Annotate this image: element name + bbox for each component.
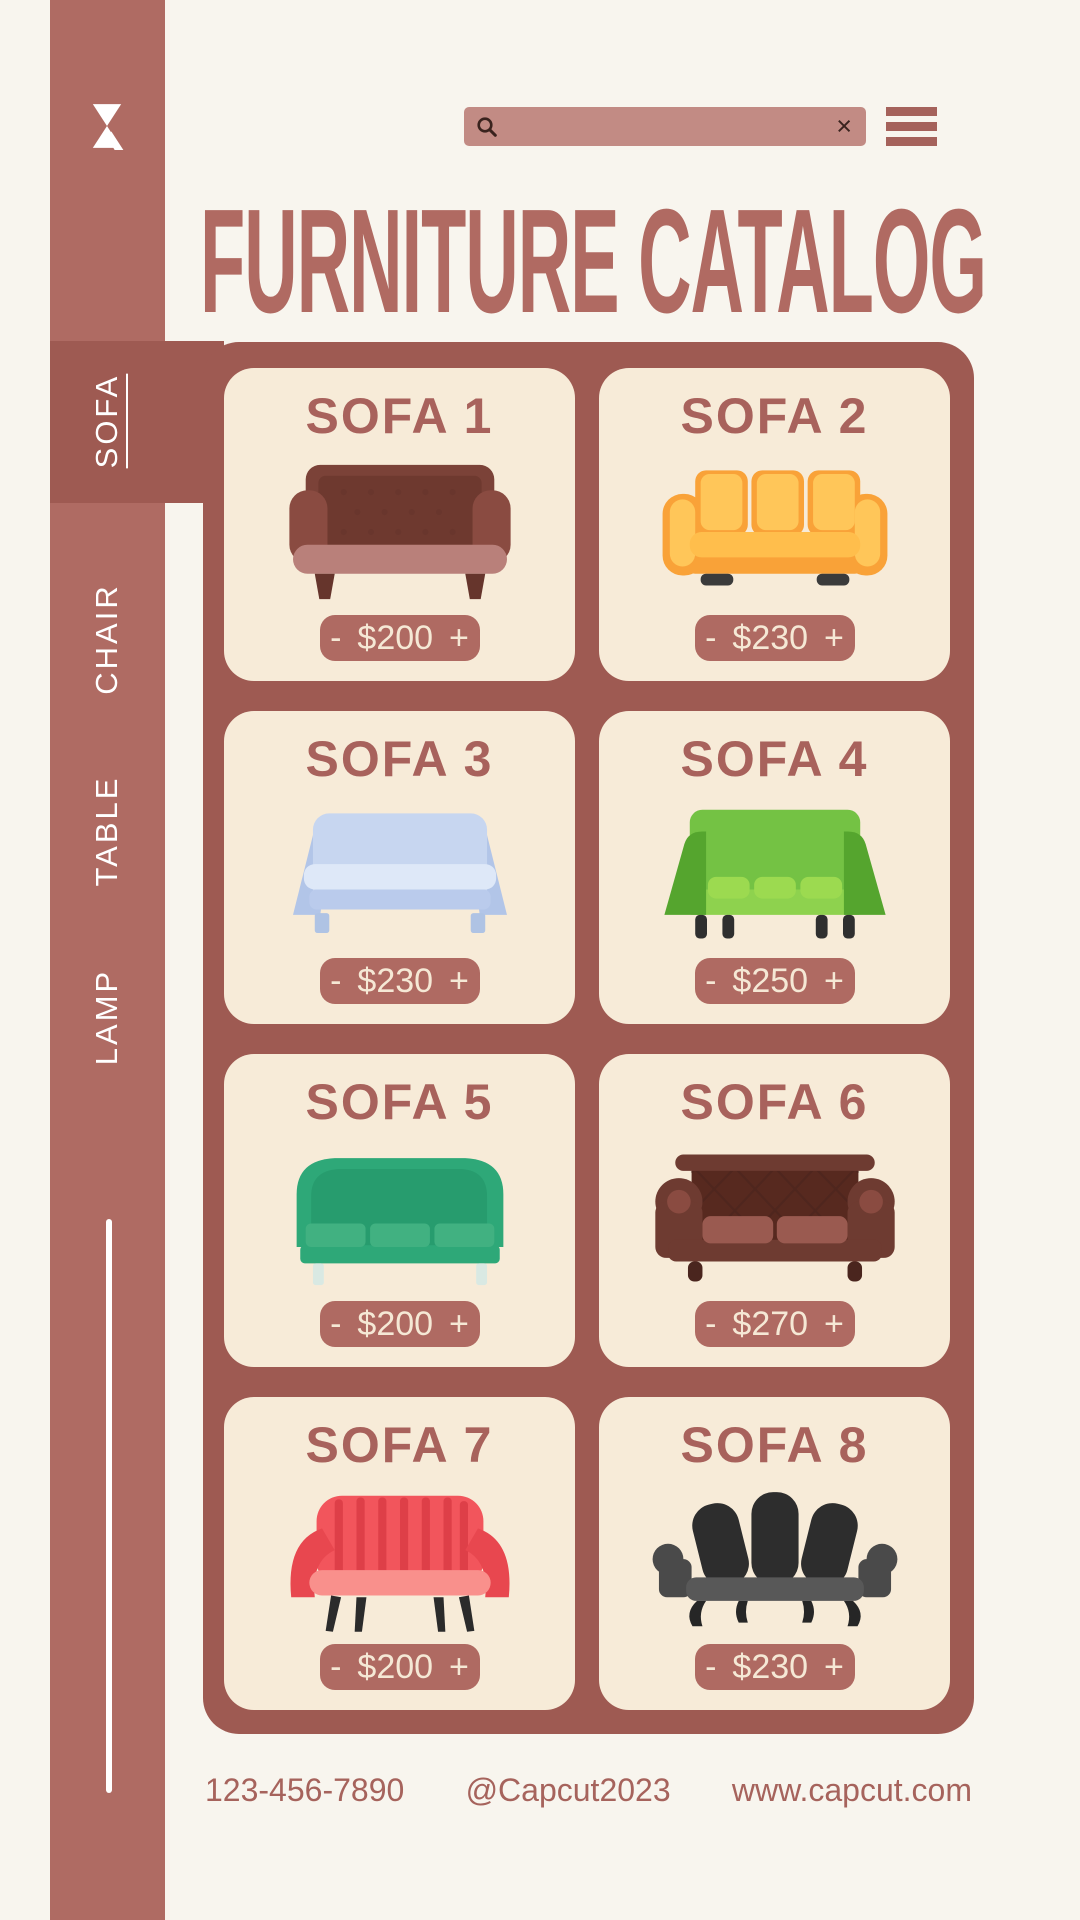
price-stepper[interactable]: - $230 + — [319, 958, 480, 1004]
sofa-6-illustration — [639, 1138, 911, 1298]
sidebar-item-table[interactable]: TABLE — [85, 731, 129, 931]
price-value: $270 — [732, 1304, 809, 1343]
product-card-sofa-3[interactable]: SOFA 3 - $230 + — [224, 711, 575, 1024]
price-value: $250 — [732, 961, 809, 1000]
sofa-8-illustration — [639, 1481, 911, 1641]
decrease-price-button[interactable]: - — [705, 1304, 717, 1343]
decrease-price-button[interactable]: - — [705, 1647, 717, 1686]
product-title: SOFA 6 — [680, 1074, 869, 1130]
page-title: FURNITURE CATALOG — [200, 178, 987, 344]
product-card-sofa-6[interactable]: SOFA 6 — [599, 1054, 950, 1367]
product-title: SOFA 1 — [305, 388, 494, 444]
product-title: SOFA 5 — [305, 1074, 494, 1130]
sidebar-divider-line — [106, 1219, 112, 1793]
product-title: SOFA 3 — [305, 731, 494, 787]
search-clear-icon[interactable]: × — [836, 111, 852, 141]
catalog-panel: SOFA 1 - $200 + — [203, 342, 974, 1734]
sofa-7-illustration — [264, 1481, 536, 1641]
price-value: $230 — [732, 618, 809, 657]
decrease-price-button[interactable]: - — [330, 1304, 342, 1343]
product-card-sofa-1[interactable]: SOFA 1 - $200 + — [224, 368, 575, 681]
sofa-1-illustration — [264, 452, 536, 612]
hamburger-bar — [886, 137, 937, 146]
price-stepper[interactable]: - $250 + — [694, 958, 855, 1004]
sidebar-item-chair-label: CHAIR — [89, 583, 124, 695]
product-card-sofa-8[interactable]: SOFA 8 — [599, 1397, 950, 1710]
product-card-sofa-2[interactable]: SOFA 2 - $230 — [599, 368, 950, 681]
sidebar-item-chair[interactable]: CHAIR — [85, 539, 129, 739]
price-stepper[interactable]: - $230 + — [694, 1644, 855, 1690]
capcut-logo-icon — [78, 104, 136, 150]
search-bar: × — [464, 107, 866, 146]
price-stepper[interactable]: - $200 + — [319, 1644, 480, 1690]
price-value: $200 — [357, 618, 434, 657]
hamburger-bar — [886, 122, 937, 131]
sidebar-item-lamp[interactable]: LAMP — [85, 917, 129, 1117]
decrease-price-button[interactable]: - — [705, 618, 717, 657]
product-title: SOFA 8 — [680, 1417, 869, 1473]
footer-website: www.capcut.com — [731, 1772, 972, 1808]
decrease-price-button[interactable]: - — [330, 1647, 342, 1686]
price-stepper[interactable]: - $270 + — [694, 1301, 855, 1347]
hamburger-bar — [886, 107, 937, 116]
sidebar-item-table-label: TABLE — [89, 775, 124, 887]
sidebar-item-lamp-label: LAMP — [89, 968, 124, 1066]
hamburger-menu-icon[interactable] — [886, 107, 937, 146]
footer-phone: 123-456-7890 — [205, 1772, 405, 1808]
price-value: $200 — [357, 1304, 434, 1343]
sofa-5-illustration — [264, 1138, 536, 1298]
decrease-price-button[interactable]: - — [330, 961, 342, 1000]
footer-handle: @Capcut2023 — [465, 1772, 671, 1808]
sofa-3-illustration — [264, 795, 536, 955]
search-icon — [477, 116, 497, 137]
increase-price-button[interactable]: + — [824, 1304, 844, 1343]
active-tab-background — [50, 341, 224, 503]
sidebar-item-sofa-label: SOFA — [89, 373, 124, 469]
search-input[interactable] — [506, 112, 835, 141]
increase-price-button[interactable]: + — [449, 1647, 469, 1686]
increase-price-button[interactable]: + — [449, 1304, 469, 1343]
product-card-sofa-4[interactable]: SOFA 4 - — [599, 711, 950, 1024]
product-card-sofa-5[interactable]: SOFA 5 - $200 + — [224, 1054, 575, 1367]
increase-price-button[interactable]: + — [824, 618, 844, 657]
price-value: $230 — [732, 1647, 809, 1686]
sidebar-item-sofa[interactable]: SOFA — [85, 321, 129, 521]
decrease-price-button[interactable]: - — [705, 961, 717, 1000]
product-title: SOFA 4 — [680, 731, 869, 787]
sofa-2-illustration — [639, 452, 911, 612]
increase-price-button[interactable]: + — [449, 961, 469, 1000]
product-title: SOFA 2 — [680, 388, 869, 444]
price-stepper[interactable]: - $230 + — [694, 615, 855, 661]
increase-price-button[interactable]: + — [449, 618, 469, 657]
price-stepper[interactable]: - $200 + — [319, 1301, 480, 1347]
decrease-price-button[interactable]: - — [330, 618, 342, 657]
increase-price-button[interactable]: + — [824, 961, 844, 1000]
increase-price-button[interactable]: + — [824, 1647, 844, 1686]
product-title: SOFA 7 — [305, 1417, 494, 1473]
price-value: $230 — [357, 961, 434, 1000]
sofa-4-illustration — [639, 795, 911, 955]
footer: 123-456-7890 @Capcut2023 www.capcut.com — [205, 1772, 972, 1809]
price-value: $200 — [357, 1647, 434, 1686]
price-stepper[interactable]: - $200 + — [319, 615, 480, 661]
product-card-sofa-7[interactable]: SOFA 7 — [224, 1397, 575, 1710]
